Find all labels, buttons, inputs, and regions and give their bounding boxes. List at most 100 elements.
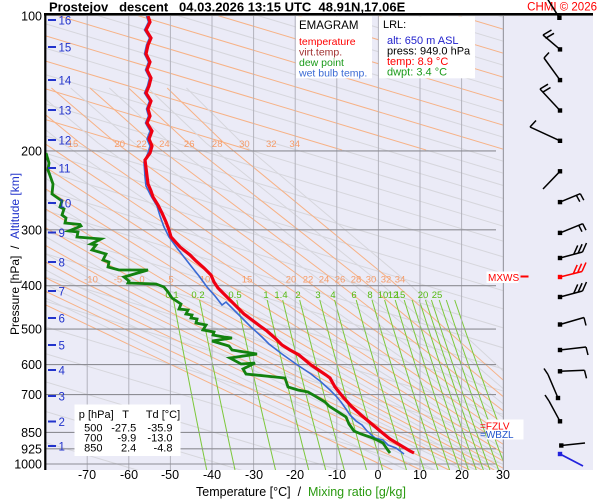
- svg-text:850: 850: [84, 443, 102, 455]
- svg-text:10: 10: [413, 468, 427, 482]
- svg-text:-10: -10: [328, 468, 346, 482]
- svg-text:15: 15: [68, 139, 79, 150]
- svg-text:MXWS: MXWS: [488, 273, 519, 284]
- svg-text:wet bulb temp.: wet bulb temp.: [298, 68, 367, 80]
- svg-text:-40: -40: [203, 468, 221, 482]
- svg-text:20: 20: [418, 290, 429, 301]
- svg-text:14: 14: [59, 76, 72, 88]
- svg-text:11: 11: [59, 164, 71, 176]
- svg-text:T: T: [122, 409, 129, 421]
- svg-text:2.4: 2.4: [121, 443, 136, 455]
- svg-text:22: 22: [136, 139, 147, 150]
- svg-text:0.5: 0.5: [228, 290, 241, 301]
- svg-text:30: 30: [239, 139, 250, 150]
- svg-text:-70: -70: [78, 468, 96, 482]
- svg-text:400: 400: [21, 279, 42, 293]
- svg-text:26: 26: [184, 139, 195, 150]
- svg-text:-10: -10: [84, 275, 98, 286]
- svg-text:1: 1: [59, 442, 65, 454]
- svg-text:30: 30: [496, 468, 510, 482]
- svg-text:12: 12: [59, 136, 72, 148]
- svg-text:7: 7: [59, 287, 65, 299]
- svg-text:CHMI © 2026: CHMI © 2026: [527, 2, 597, 14]
- svg-text:0: 0: [375, 468, 382, 482]
- svg-text:Temperature [°C] /: Temperature [°C] /: [196, 485, 302, 499]
- svg-text:-13.0: -13.0: [147, 433, 172, 445]
- svg-text:dwpt: 3.4 °C: dwpt: 3.4 °C: [387, 67, 447, 79]
- svg-text:1: 1: [263, 290, 268, 301]
- svg-text:EMAGRAM: EMAGRAM: [299, 20, 358, 32]
- svg-text:15: 15: [395, 290, 406, 301]
- svg-text:temperature: temperature: [299, 36, 356, 48]
- svg-text:20: 20: [286, 275, 297, 286]
- svg-text:25: 25: [432, 290, 443, 301]
- svg-text:1000: 1000: [14, 458, 42, 472]
- svg-text:p [hPa]: p [hPa]: [79, 409, 114, 421]
- svg-text:-9.9: -9.9: [117, 433, 136, 445]
- svg-text:30: 30: [366, 275, 377, 286]
- svg-text:10: 10: [378, 290, 389, 301]
- svg-text:6: 6: [59, 314, 65, 326]
- svg-text:Mixing ratio [g/kg]: Mixing ratio [g/kg]: [308, 485, 406, 499]
- svg-text:20: 20: [455, 468, 469, 482]
- svg-text:32: 32: [381, 275, 392, 286]
- svg-text:0: 0: [139, 275, 144, 286]
- svg-text:Prostejov descent 04.03.20: Prostejov descent 04.03.2026 13:15 UTC 4…: [49, 0, 406, 15]
- svg-text:-60: -60: [120, 468, 138, 482]
- svg-text:8: 8: [367, 290, 372, 301]
- svg-text:0.2: 0.2: [191, 290, 204, 301]
- svg-text:8: 8: [59, 258, 65, 270]
- svg-text:1.4: 1.4: [274, 290, 287, 301]
- svg-text:temp: 8.9 °C: temp: 8.9 °C: [387, 56, 448, 68]
- svg-text:Pressure [hPa] / Altitude [k: Pressure [hPa] / Altitude [km]: [8, 173, 22, 335]
- svg-text:20: 20: [114, 139, 125, 150]
- svg-text:32: 32: [266, 139, 277, 150]
- svg-text:2: 2: [59, 417, 65, 429]
- svg-text:alt: 650 m ASL: alt: 650 m ASL: [387, 35, 459, 47]
- svg-text:press: 949.0 hPa: press: 949.0 hPa: [387, 46, 471, 58]
- svg-text:16: 16: [59, 16, 72, 28]
- svg-text:925: 925: [21, 442, 42, 456]
- svg-text:22: 22: [303, 275, 314, 286]
- svg-text:700: 700: [21, 388, 42, 402]
- svg-text:34: 34: [395, 275, 406, 286]
- svg-text:34: 34: [289, 139, 300, 150]
- svg-text:24: 24: [319, 275, 330, 286]
- svg-text:200: 200: [21, 144, 42, 158]
- svg-text:6: 6: [351, 290, 356, 301]
- svg-text:28: 28: [212, 139, 223, 150]
- svg-text:26: 26: [335, 275, 346, 286]
- svg-text:=FZLV: =FZLV: [480, 422, 510, 433]
- svg-text:virt.temp.: virt.temp.: [299, 47, 342, 59]
- svg-text:500: 500: [84, 423, 102, 435]
- svg-text:100: 100: [21, 10, 42, 24]
- svg-text:15: 15: [59, 43, 72, 55]
- svg-text:300: 300: [21, 223, 42, 237]
- svg-text:500: 500: [21, 323, 42, 337]
- svg-text:LRL:: LRL:: [383, 19, 406, 31]
- svg-text:10: 10: [59, 199, 72, 211]
- svg-text:-4.8: -4.8: [154, 443, 173, 455]
- svg-text:700: 700: [84, 433, 102, 445]
- svg-text:3: 3: [315, 290, 320, 301]
- svg-text:9: 9: [59, 228, 65, 240]
- svg-text:-35.9: -35.9: [147, 423, 172, 435]
- svg-text:4: 4: [330, 290, 335, 301]
- svg-text:=WBZL: =WBZL: [480, 430, 514, 441]
- svg-text:5: 5: [59, 341, 65, 353]
- svg-text:Td [°C]: Td [°C]: [146, 409, 180, 421]
- svg-text:28: 28: [351, 275, 362, 286]
- svg-text:5: 5: [168, 275, 173, 286]
- svg-text:850: 850: [21, 426, 42, 440]
- svg-text:-50: -50: [161, 468, 179, 482]
- svg-text:-5: -5: [114, 275, 122, 286]
- svg-text:3: 3: [59, 392, 65, 404]
- svg-text:24: 24: [159, 139, 170, 150]
- svg-text:4: 4: [59, 366, 66, 378]
- svg-text:2: 2: [295, 290, 300, 301]
- svg-text:12: 12: [388, 290, 399, 301]
- svg-text:600: 600: [21, 358, 42, 372]
- svg-text:15: 15: [242, 275, 253, 286]
- svg-text:-27.5: -27.5: [111, 423, 136, 435]
- svg-text:10: 10: [200, 275, 211, 286]
